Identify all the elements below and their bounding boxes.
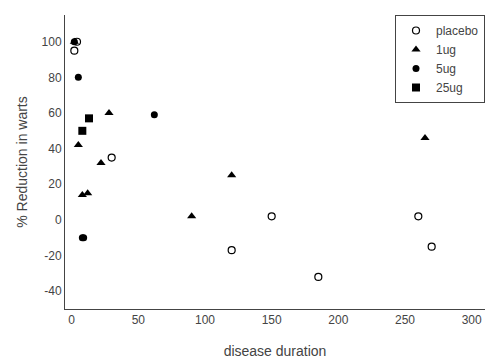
- svg-text:50: 50: [132, 313, 146, 327]
- svg-text:-20: -20: [44, 249, 62, 263]
- svg-text:1ug: 1ug: [436, 43, 456, 57]
- svg-text:60: 60: [48, 106, 62, 120]
- svg-text:0: 0: [55, 213, 62, 227]
- svg-text:20: 20: [48, 177, 62, 191]
- svg-text:0: 0: [68, 313, 75, 327]
- svg-text:300: 300: [462, 313, 482, 327]
- svg-text:40: 40: [48, 142, 62, 156]
- svg-text:25ug: 25ug: [436, 81, 463, 95]
- svg-text:250: 250: [395, 313, 415, 327]
- svg-text:150: 150: [262, 313, 282, 327]
- svg-text:100: 100: [42, 35, 62, 49]
- svg-text:200: 200: [328, 313, 348, 327]
- svg-text:-40: -40: [44, 284, 62, 298]
- svg-text:placebo: placebo: [436, 24, 478, 38]
- svg-text:% Reduction in warts: % Reduction in warts: [14, 96, 30, 228]
- svg-text:80: 80: [48, 71, 62, 85]
- svg-text:100: 100: [195, 313, 215, 327]
- svg-text:5ug: 5ug: [436, 62, 456, 76]
- svg-text:disease duration: disease duration: [224, 343, 327, 359]
